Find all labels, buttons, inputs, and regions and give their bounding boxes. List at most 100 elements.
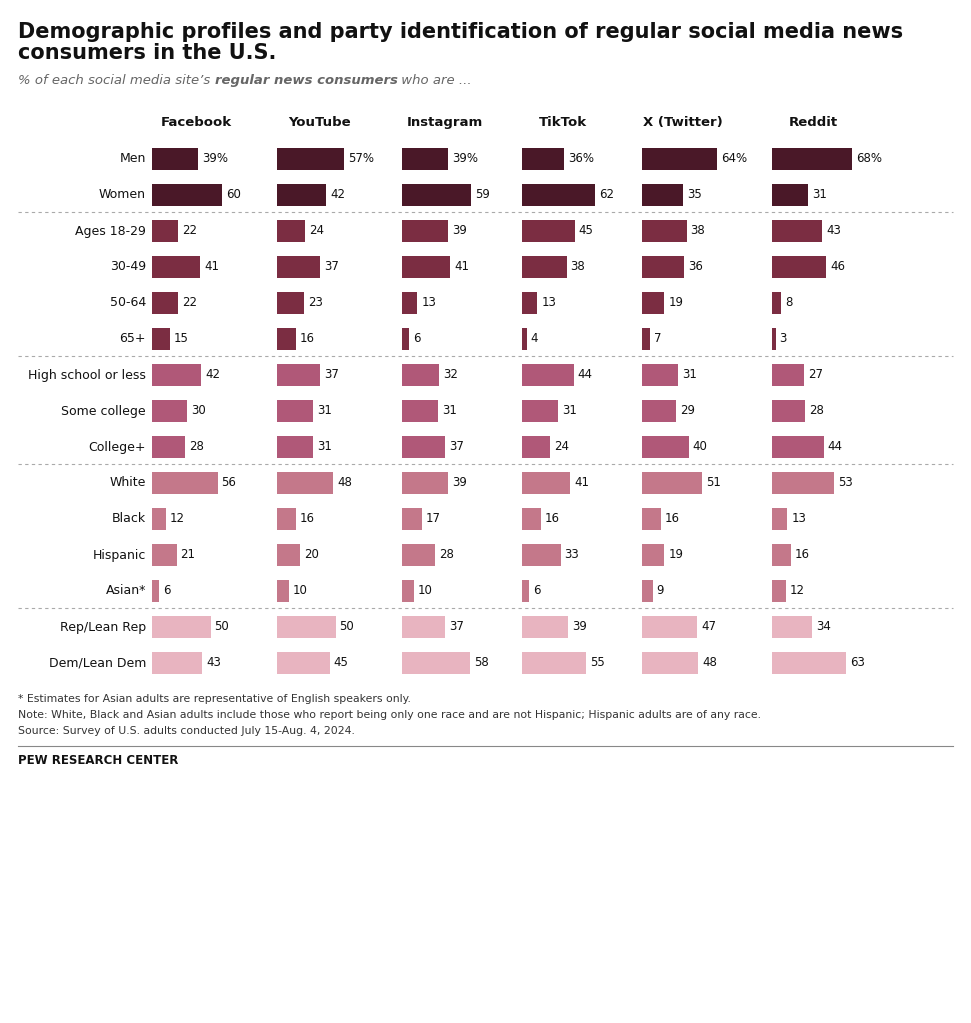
Text: 21: 21 [181,548,195,562]
Bar [772,616,812,638]
Text: 43: 43 [207,657,221,669]
Text: 46: 46 [830,261,845,273]
Text: 16: 16 [300,332,315,346]
Bar [152,184,222,206]
Text: 3: 3 [780,332,787,346]
Text: 6: 6 [163,584,171,597]
Bar [772,292,782,314]
Text: 35: 35 [687,188,702,202]
Bar [402,652,470,674]
Bar [772,544,790,566]
Text: 41: 41 [574,477,589,489]
Text: TikTok: TikTok [539,116,587,129]
Bar [642,148,717,170]
Text: 48: 48 [337,477,352,489]
Bar [642,328,651,350]
Text: 57%: 57% [348,152,374,166]
Text: 28: 28 [439,548,453,562]
Bar [522,400,558,422]
Text: Rep/Lean Rep: Rep/Lean Rep [60,621,146,633]
Bar [277,148,344,170]
Bar [642,580,653,602]
Text: Some college: Some college [61,404,146,417]
Bar [772,256,826,278]
Bar [522,436,551,458]
Text: 39: 39 [572,621,586,633]
Bar [402,364,440,386]
Bar [772,508,787,530]
Text: 63: 63 [850,657,864,669]
Text: 16: 16 [665,513,680,526]
Bar [152,652,202,674]
Text: 38: 38 [571,261,586,273]
Bar [152,256,200,278]
Bar [152,580,159,602]
Text: consumers in the U.S.: consumers in the U.S. [18,43,277,63]
Bar [152,328,170,350]
Bar [277,472,333,494]
Text: X (Twitter): X (Twitter) [643,116,722,129]
Bar [772,184,808,206]
Text: % of each social media site’s: % of each social media site’s [18,74,215,87]
Text: * Estimates for Asian adults are representative of English speakers only.: * Estimates for Asian adults are represe… [18,694,411,704]
Text: 4: 4 [531,332,538,346]
Bar [402,220,448,242]
Text: 37: 37 [450,621,464,633]
Text: Reddit: Reddit [788,116,838,129]
Bar [402,184,471,206]
Bar [642,508,660,530]
Bar [522,508,541,530]
Text: 24: 24 [554,441,569,453]
Bar [772,400,805,422]
Bar [772,220,822,242]
Text: 16: 16 [794,548,810,562]
Bar [402,544,435,566]
Text: 15: 15 [174,332,188,346]
Text: 47: 47 [701,621,716,633]
Text: 19: 19 [668,297,684,310]
Text: 36%: 36% [568,152,594,166]
Text: 50-64: 50-64 [110,297,146,310]
Text: 30-49: 30-49 [110,261,146,273]
Text: 28: 28 [188,441,204,453]
Text: 10: 10 [418,584,433,597]
Bar [277,580,288,602]
Text: 13: 13 [541,297,556,310]
Text: 42: 42 [330,188,346,202]
Bar [152,472,218,494]
Text: 42: 42 [205,368,220,382]
Text: 31: 31 [683,368,697,382]
Text: 16: 16 [300,513,315,526]
Bar [642,220,686,242]
Text: Dem/Lean Dem: Dem/Lean Dem [49,657,146,669]
Text: 20: 20 [305,548,319,562]
Text: who are ...: who are ... [397,74,472,87]
Bar [522,364,574,386]
Bar [642,544,664,566]
Text: 39%: 39% [452,152,478,166]
Text: 27: 27 [808,368,822,382]
Bar [277,400,314,422]
Text: 41: 41 [204,261,219,273]
Bar [277,544,300,566]
Text: 55: 55 [590,657,605,669]
Bar [772,472,834,494]
Bar [642,616,697,638]
Text: 50: 50 [215,621,229,633]
Bar [402,400,438,422]
Text: 13: 13 [421,297,436,310]
Text: 9: 9 [656,584,664,597]
Text: Ages 18-29: Ages 18-29 [75,224,146,237]
Text: 65+: 65+ [119,332,146,346]
Text: 39: 39 [452,224,466,237]
Text: 33: 33 [565,548,580,562]
Bar [152,508,166,530]
Text: 41: 41 [454,261,469,273]
Bar [772,148,852,170]
Text: 8: 8 [786,297,792,310]
Bar [277,256,320,278]
Text: Men: Men [119,152,146,166]
Text: 53: 53 [838,477,853,489]
Text: 59: 59 [475,188,490,202]
Bar [642,292,664,314]
